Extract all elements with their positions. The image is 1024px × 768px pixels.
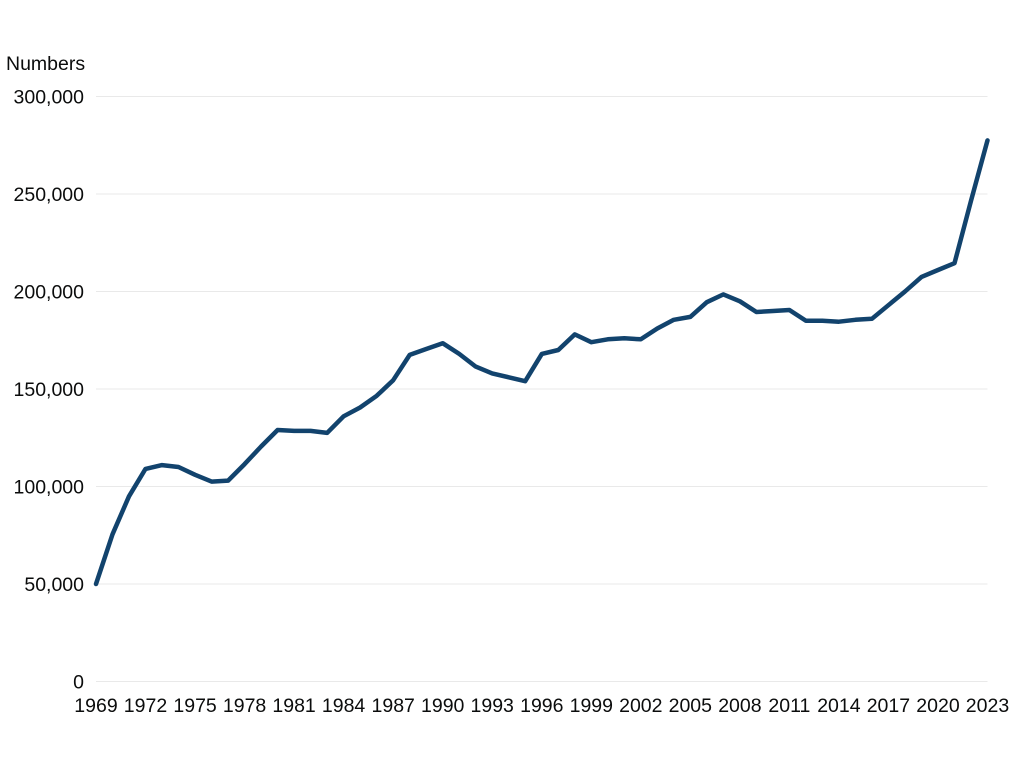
x-tick-label: 1975 [173, 695, 217, 717]
x-tick-label: 1999 [570, 695, 613, 717]
x-tick-label: 2023 [966, 695, 1009, 717]
x-tick-label: 2005 [669, 695, 713, 717]
y-tick-label: 300,000 [14, 87, 85, 109]
x-tick-label: 2002 [619, 695, 662, 717]
x-tick-label: 2020 [916, 695, 960, 717]
x-tick-label: 1993 [471, 695, 514, 717]
x-tick-label: 2017 [867, 695, 910, 717]
y-tick-label: 150,000 [14, 379, 85, 401]
x-tick-label: 1969 [74, 695, 117, 717]
series-line-numbers [93, 138, 990, 587]
x-tick-label: 1990 [421, 695, 465, 717]
x-tick-label: 2008 [718, 695, 761, 717]
x-tick-label: 1978 [223, 695, 266, 717]
x-tick-label: 1996 [520, 695, 563, 717]
x-tick-label: 2014 [817, 695, 861, 717]
y-tick-label: 100,000 [14, 477, 85, 499]
y-tick-label: 250,000 [14, 184, 85, 206]
x-tick-label: 1981 [272, 695, 315, 717]
y-axis-title: Numbers [6, 53, 86, 75]
x-tick-label: 2011 [768, 695, 810, 717]
x-tick-label: 1984 [322, 695, 366, 717]
x-tick-label: 1972 [124, 695, 167, 717]
x-tick-label: 1987 [372, 695, 415, 717]
y-tick-label: 50,000 [24, 574, 84, 596]
y-tick-label: 0 [73, 672, 84, 694]
y-tick-label: 200,000 [14, 282, 85, 304]
